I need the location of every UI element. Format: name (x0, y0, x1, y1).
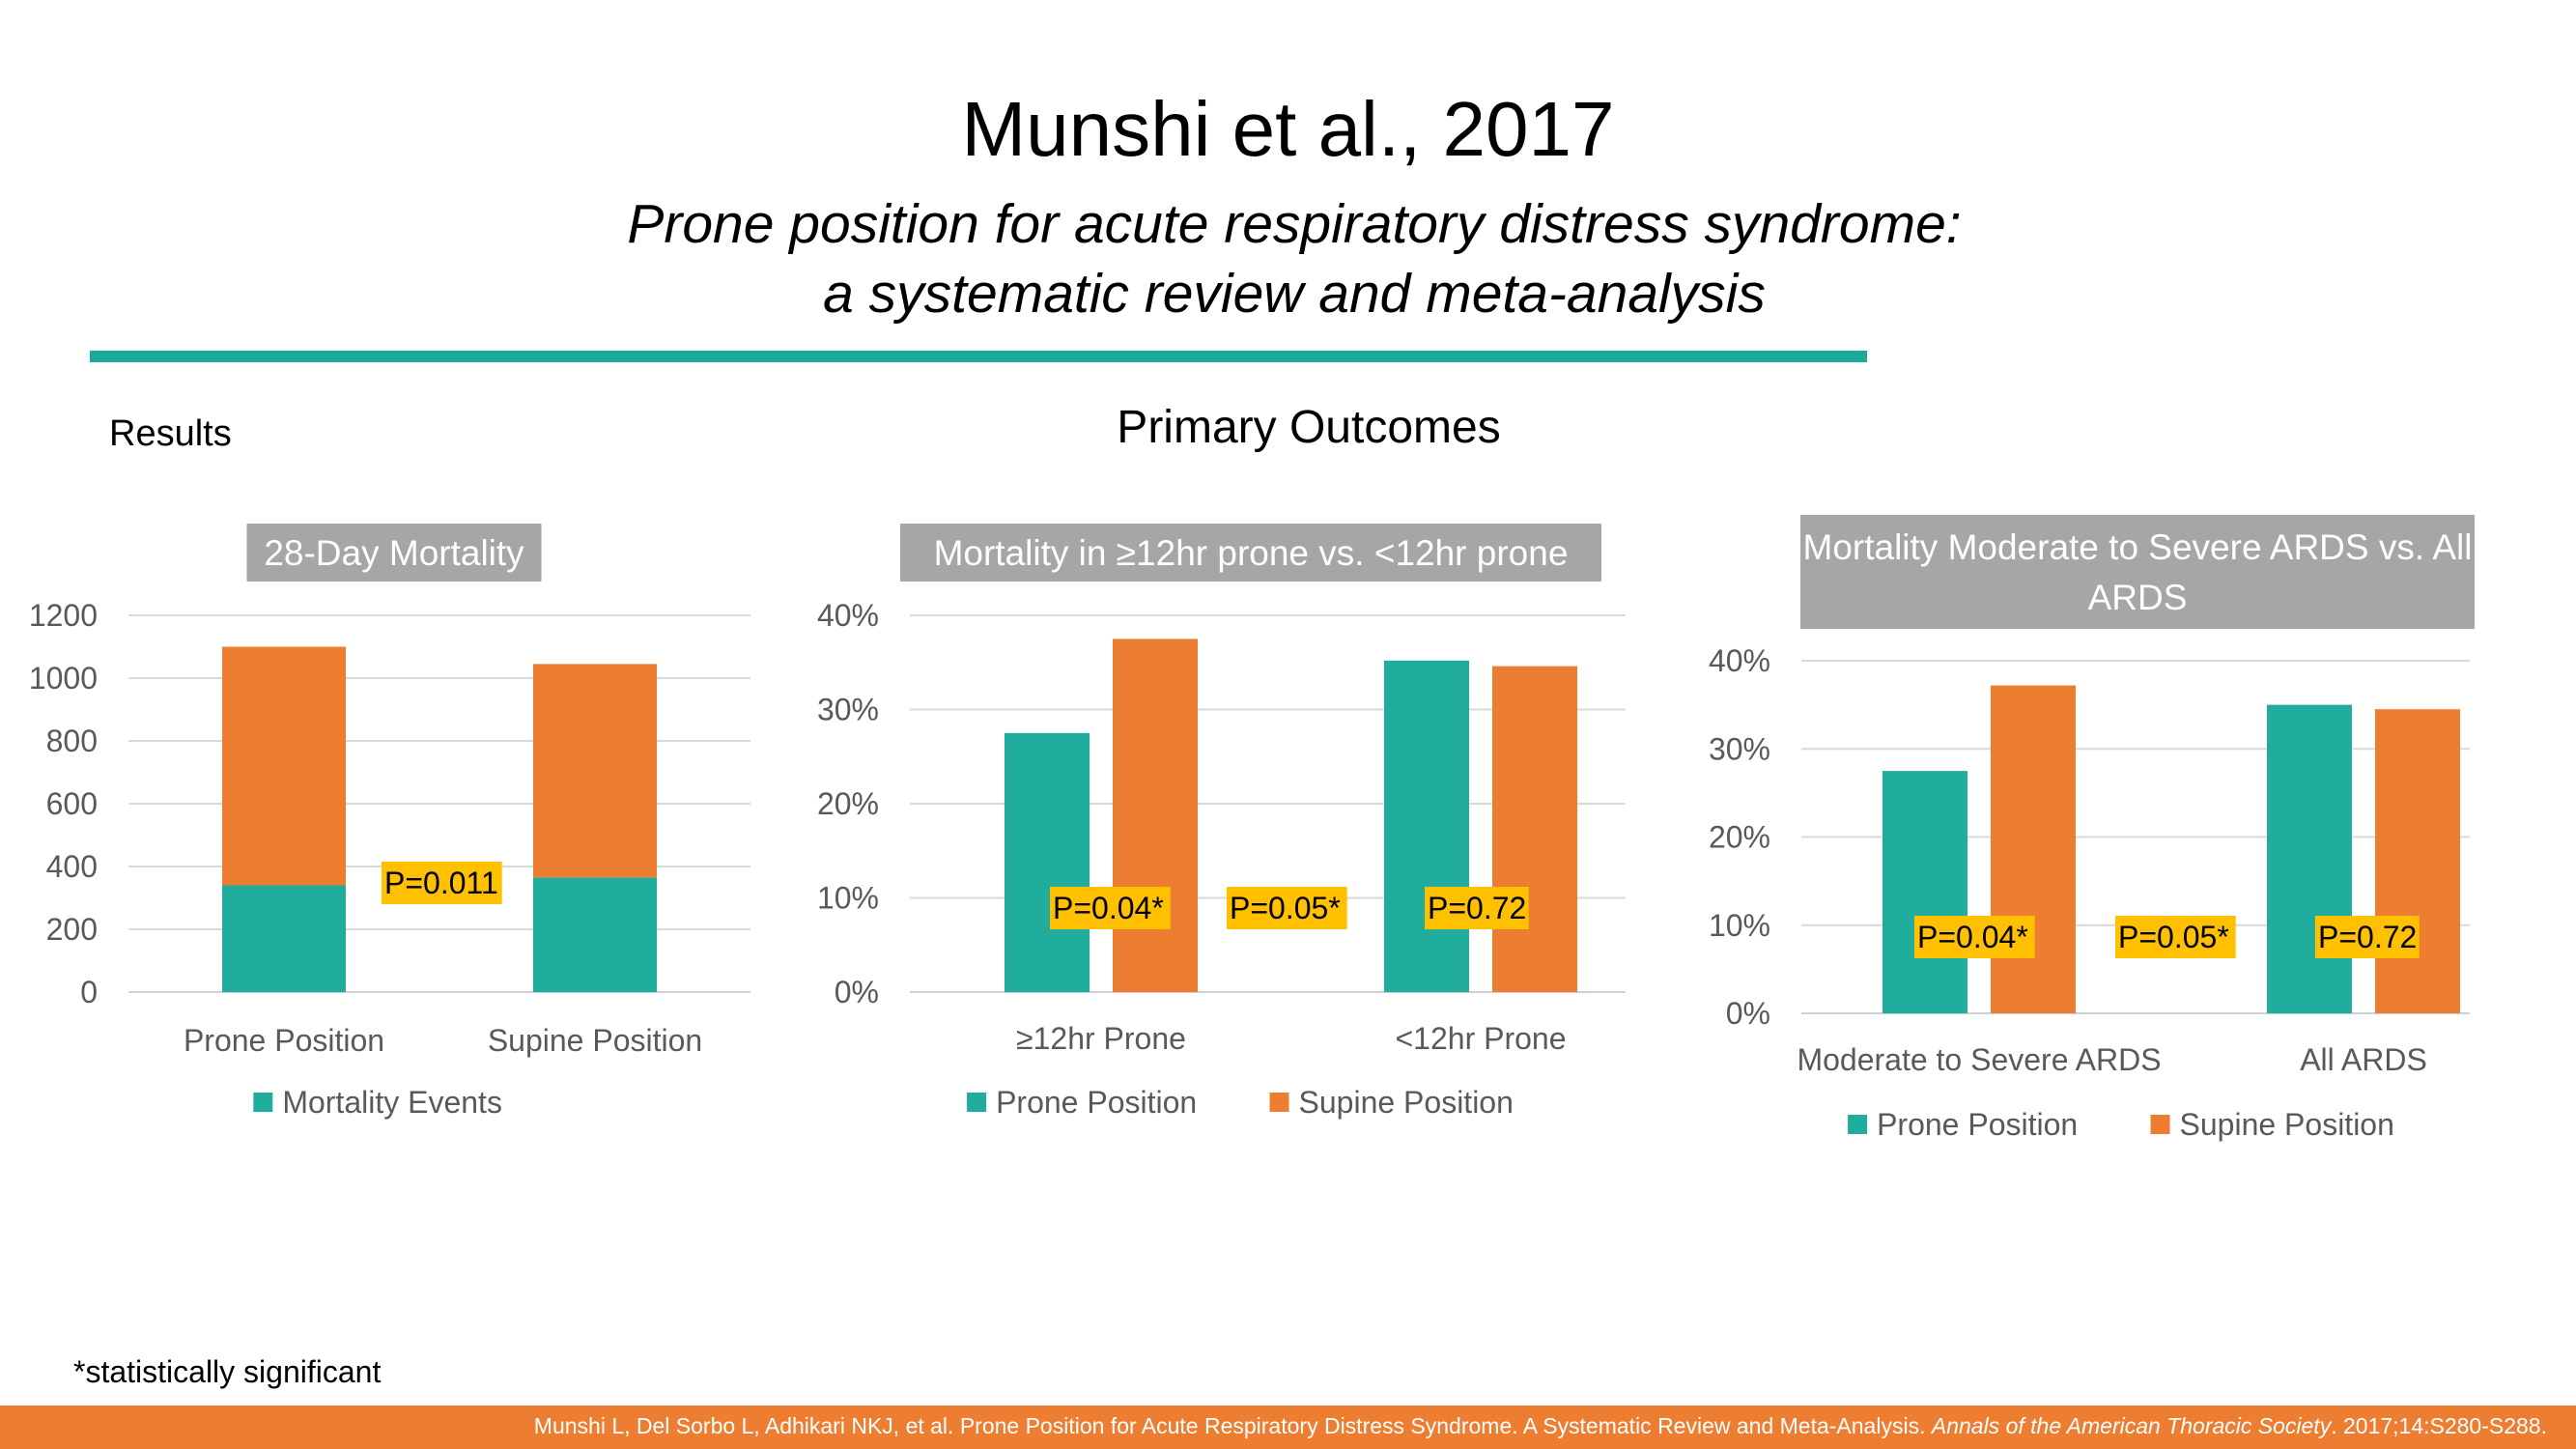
legend-swatch (967, 1093, 987, 1112)
subtitle-line-1: Prone position for acute respiratory dis… (627, 193, 1962, 255)
x-category-label: ≥12hr Prone (1016, 1021, 1186, 1056)
chart-title-box (900, 524, 1601, 582)
y-tick-label: 1000 (29, 661, 98, 696)
x-category-label: Prone Position (184, 1023, 384, 1058)
bar (222, 885, 346, 992)
x-category-label: <12hr Prone (1395, 1021, 1566, 1056)
p-value-label: P=0.04* (1917, 920, 2028, 954)
legend-label: Supine Position (2180, 1107, 2394, 1142)
legend-label: Prone Position (1877, 1107, 2078, 1142)
x-category-label: All ARDS (2300, 1042, 2427, 1077)
y-tick-label: 0 (80, 975, 98, 1009)
p-value-box (1914, 916, 2035, 958)
subtitle-line-2: a systematic review and meta-analysis (823, 263, 1766, 325)
accent-rule (90, 351, 1867, 362)
y-tick-label: 20% (817, 786, 879, 821)
x-category-label: Moderate to Severe ARDS (1797, 1042, 2161, 1077)
p-value-box (2115, 916, 2236, 958)
bar (1492, 666, 1577, 992)
bar (2267, 704, 2352, 1013)
chart-title-line-2: ARDS (2088, 578, 2188, 617)
primary-outcomes-label: Primary Outcomes (1117, 402, 1501, 453)
bar (1384, 660, 1469, 992)
chart-title: Mortality in ≥12hr prone vs. <12hr prone (934, 533, 1569, 573)
y-tick-label: 10% (1709, 908, 1770, 943)
p-value-box (382, 862, 502, 904)
y-tick-label: 0% (835, 975, 879, 1009)
legend-swatch (2150, 1115, 2170, 1134)
legend-swatch (1848, 1115, 1868, 1134)
p-value-label: P=0.05* (2118, 920, 2229, 954)
x-category-label: Supine Position (488, 1023, 702, 1058)
y-tick-label: 200 (46, 912, 98, 947)
citation-journal: Annals of the American Thoracic Society (1931, 1413, 2332, 1438)
bar (1005, 732, 1090, 992)
y-tick-label: 0% (1726, 996, 1770, 1031)
citation-bar: Munshi L, Del Sorbo L, Adhikari NKJ, et … (0, 1406, 2576, 1449)
y-tick-label: 30% (1709, 731, 1770, 766)
bar (1882, 771, 1967, 1013)
p-value-label: P=0.011 (384, 866, 498, 900)
charts-canvas: 0 200 400 600 800 1000 1200 Prone Position Supin… (29, 515, 2475, 1142)
bar (1113, 639, 1198, 992)
p-value-box (2315, 916, 2420, 958)
y-tick-label: 600 (46, 786, 98, 821)
bar (533, 877, 657, 992)
p-value-box (1425, 887, 1529, 929)
citation-tail: . 2017;14:S280-S288. (2331, 1413, 2547, 1438)
chart-title-line-1: Mortality Moderate to Severe ARDS vs. Al… (1803, 527, 2473, 567)
p-value-label: P=0.04* (1053, 891, 1164, 925)
legend-label: Mortality Events (282, 1085, 502, 1120)
p-value-box (1050, 887, 1171, 929)
chart-title-box (246, 524, 542, 582)
footnote: *statistically significant (73, 1354, 382, 1389)
citation-text: Munshi L, Del Sorbo L, Adhikari NKJ, et … (533, 1413, 1932, 1438)
results-label: Results (109, 413, 232, 454)
legend-swatch (1269, 1093, 1289, 1112)
bar (1991, 685, 2076, 1013)
bar (533, 664, 657, 878)
p-value-label: P=0.05* (1230, 891, 1341, 925)
legend-swatch (253, 1093, 273, 1112)
legend-label: Supine Position (1299, 1085, 1514, 1120)
y-tick-label: 400 (46, 849, 98, 884)
page-title: Munshi et al., 2017 (961, 86, 1615, 172)
y-tick-label: 40% (1709, 643, 1770, 678)
p-value-box (1227, 887, 1347, 929)
y-tick-label: 1200 (29, 598, 98, 633)
citation: Munshi L, Del Sorbo L, Adhikari NKJ, et … (534, 1413, 2547, 1439)
bar (222, 646, 346, 886)
legend-label: Prone Position (996, 1085, 1197, 1120)
chart-title: 28-Day Mortality (264, 533, 524, 573)
p-value-label: P=0.72 (1428, 891, 1526, 925)
p-value-label: P=0.72 (2318, 920, 2417, 954)
bar (2375, 709, 2460, 1013)
page-subtitle: Prone position for acute respiratory dis… (483, 189, 2106, 328)
y-tick-label: 800 (46, 724, 98, 758)
y-tick-label: 30% (817, 693, 879, 727)
y-tick-label: 10% (817, 881, 879, 916)
y-tick-label: 20% (1709, 820, 1770, 855)
chart-title-box (1800, 515, 2475, 629)
y-tick-label: 40% (817, 598, 879, 633)
